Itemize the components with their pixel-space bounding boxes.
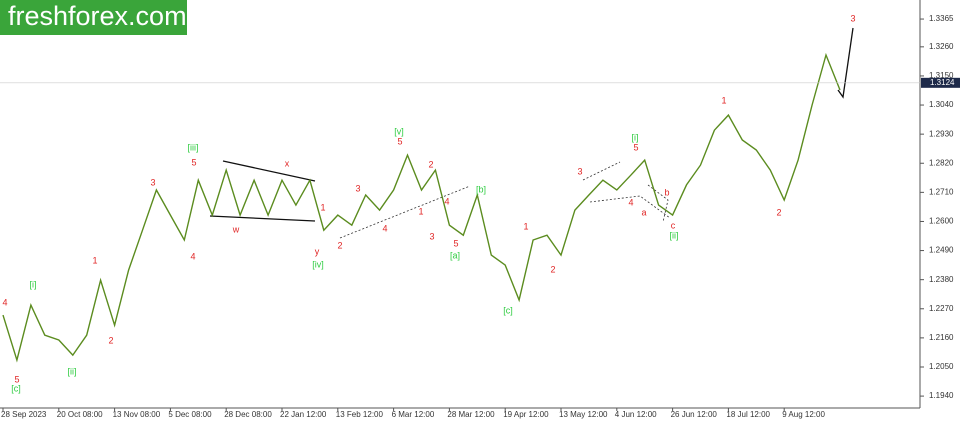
trend-line: [222, 160, 316, 182]
wave-label: 3: [355, 183, 360, 193]
wave-label: 5: [191, 157, 196, 167]
wave-label: 4: [444, 196, 449, 206]
y-tick-label: 1.2600: [929, 217, 954, 226]
wave-label: a: [641, 207, 646, 217]
wave-label: [b]: [476, 184, 486, 194]
y-tick-label: 1.3260: [929, 42, 954, 51]
projection: [837, 27, 854, 99]
wave-label: [v]: [394, 126, 404, 136]
x-tick-label: 6 Mar 12:00: [392, 410, 435, 419]
x-tick-label: 28 Dec 08:00: [224, 410, 272, 419]
wave-label: 1: [92, 255, 97, 265]
wave-label: 4: [190, 251, 195, 261]
wave-label: 1: [320, 202, 325, 212]
wave-label: 3: [850, 13, 855, 23]
y-tick-label: 1.3040: [929, 100, 954, 109]
current-price-box: [921, 77, 960, 88]
wave-label: 4: [628, 197, 633, 207]
trend-line: [209, 215, 316, 222]
x-tick-label: 18 Jul 12:00: [726, 410, 770, 419]
y-tick-label: 1.2930: [929, 129, 954, 138]
wave-label: 1: [523, 221, 528, 231]
channel-line: [582, 161, 621, 181]
price-line: [2, 52, 841, 363]
wave-label: 3: [429, 231, 434, 241]
wave-label: 5: [453, 238, 458, 248]
wave-label: c: [671, 220, 676, 230]
wave-label: [ii]: [68, 366, 77, 376]
wave-label: 5: [633, 142, 638, 152]
x-tick-label: 13 Feb 12:00: [336, 410, 384, 419]
wave-label: 5: [14, 374, 19, 384]
wave-label: 2: [776, 207, 781, 217]
y-tick-label: 1.2050: [929, 362, 954, 371]
wave-label: x: [285, 158, 290, 168]
wave-lines: [209, 27, 854, 222]
y-tick-label: 1.2380: [929, 275, 954, 284]
y-tick-label: 1.2490: [929, 246, 954, 255]
channel-line: [339, 185, 471, 239]
wave-label: [c]: [503, 305, 513, 315]
x-tick-label: 9 Aug 12:00: [782, 410, 825, 419]
wave-label: [c]: [11, 383, 21, 393]
wave-label: 1: [721, 95, 726, 105]
wave-label: 3: [150, 177, 155, 187]
watermark-box: [0, 0, 187, 35]
x-tick-label: 13 May 12:00: [559, 410, 608, 419]
x-tick-label: 22 Jan 12:00: [280, 410, 327, 419]
x-tick-label: 5 Dec 08:00: [168, 410, 212, 419]
channel-line: [589, 195, 671, 219]
wave-label: 2: [108, 335, 113, 345]
x-tick-label: 4 Jun 12:00: [615, 410, 657, 419]
y-tick-label: 1.2820: [929, 158, 954, 167]
y-tick-label: 1.3365: [929, 14, 954, 23]
wave-label: [ii]: [670, 230, 679, 240]
wave-label: 3: [577, 166, 582, 176]
y-tick-label: 1.3150: [929, 71, 954, 80]
wave-label: 5: [397, 136, 402, 146]
watermark: freshforex.com: [8, 1, 187, 31]
x-tick-label: 28 Sep 2023: [1, 410, 47, 419]
wave-label: 2: [428, 159, 433, 169]
wave-label: [i]: [29, 279, 36, 289]
y-tick-label: 1.2160: [929, 333, 954, 342]
x-tick-label: 13 Nov 08:00: [113, 410, 161, 419]
y-tick-label: 1.1940: [929, 391, 954, 400]
wave-label: 2: [337, 240, 342, 250]
wave-label: 4: [2, 297, 7, 307]
wave-label: b: [664, 187, 669, 197]
wave-label: 1: [418, 206, 423, 216]
y-tick-label: 1.2270: [929, 304, 954, 313]
current-price-label: 1.3124: [930, 78, 955, 87]
x-tick-label: 26 Jun 12:00: [671, 410, 718, 419]
wave-label: [i]: [631, 132, 638, 142]
wave-label: w: [232, 224, 240, 234]
x-tick-label: 19 Apr 12:00: [503, 410, 549, 419]
wave-label: 2: [550, 264, 555, 274]
wave-label: [iv]: [312, 259, 324, 269]
wave-label: [iii]: [188, 142, 199, 152]
y-tick-label: 1.2710: [929, 187, 954, 196]
x-tick-label: 20 Oct 08:00: [57, 410, 103, 419]
wave-label: [a]: [450, 250, 460, 260]
x-tick-label: 28 Mar 12:00: [447, 410, 495, 419]
wave-label: 4: [382, 223, 387, 233]
wave-label: y: [315, 246, 320, 256]
